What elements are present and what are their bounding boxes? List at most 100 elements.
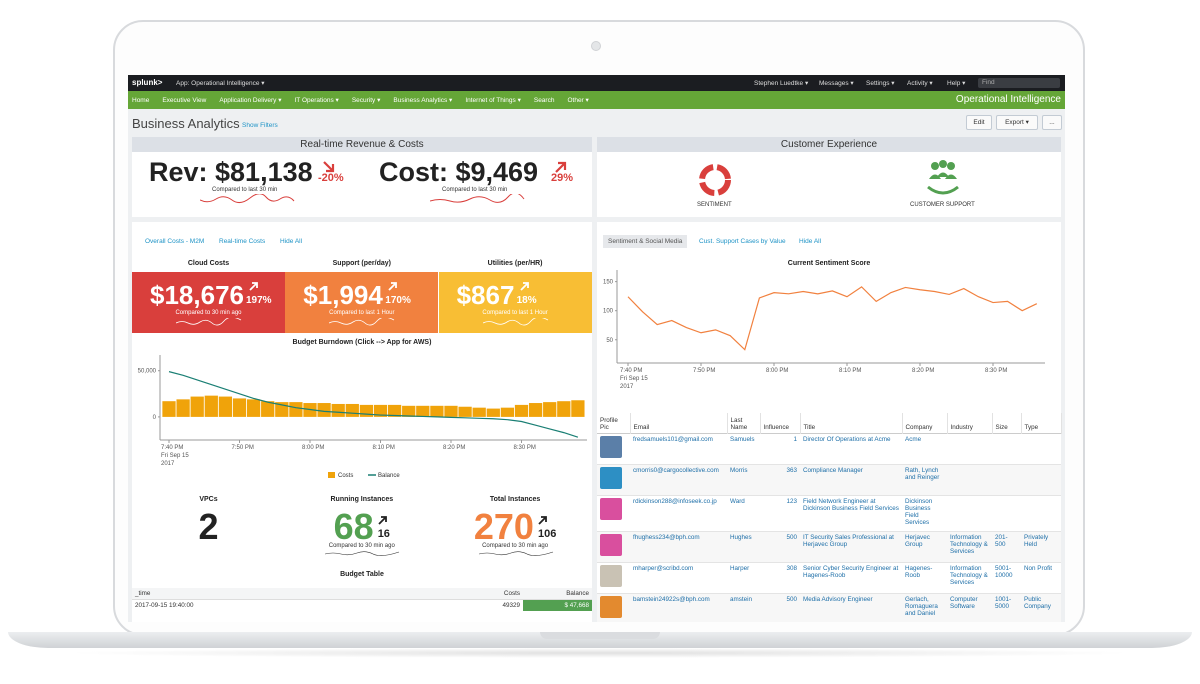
cell <box>947 433 992 464</box>
laptop-base <box>8 632 1192 648</box>
more-button[interactable]: ... <box>1042 115 1062 130</box>
edit-button[interactable]: Edit <box>966 115 992 130</box>
export-button[interactable]: Export <box>996 115 1038 130</box>
user-menu[interactable]: Stephen Luedtke <box>754 79 808 87</box>
table-row: cmorris0@cargocollective.com Morris 363 Com… <box>597 464 1061 495</box>
settings-menu[interactable]: Settings <box>866 79 895 87</box>
nav-item[interactable]: Security <box>352 96 381 104</box>
messages-menu[interactable]: Messages <box>819 79 854 87</box>
bar <box>543 402 557 417</box>
app-menu[interactable]: App: Operational Intelligence <box>176 79 265 87</box>
bar <box>557 401 571 417</box>
kpi-tile: $867 18% Compared to last 1 Hour <box>438 272 592 333</box>
nav-item[interactable]: Home <box>132 96 150 104</box>
kpi-delta: 106 <box>538 515 556 545</box>
laptop-notch <box>540 632 660 639</box>
nav-item[interactable]: Executive View <box>162 96 207 104</box>
column-header: Company <box>902 413 948 433</box>
bar <box>176 399 190 417</box>
nav-item[interactable]: IT Operations <box>294 96 338 104</box>
svg-part <box>388 282 398 291</box>
icon-label: CUSTOMER SUPPORT <box>910 202 975 208</box>
cell: fredsamuels101@gmail.com <box>633 435 713 443</box>
cell: Gerlach, Romaguera and Daniel <box>905 595 938 617</box>
avatar <box>600 497 622 520</box>
tab[interactable]: Hide All <box>799 238 822 245</box>
kpi-caption: Compared to 30 min ago <box>328 543 395 549</box>
x-tick-label: 8:20 PM <box>912 368 934 374</box>
tab[interactable]: Overall Costs - M2M <box>145 238 205 245</box>
column-header: Industry <box>947 413 993 433</box>
cell: Senior Cyber Security Engineer at Hagene… <box>803 564 899 579</box>
table-title: Budget Table <box>340 571 384 578</box>
tile-title: Utilities (per/HR) <box>487 260 543 267</box>
bar <box>444 405 458 417</box>
tab[interactable]: Hide All <box>280 238 303 245</box>
circle-part <box>939 160 947 168</box>
legend-label: Balance <box>378 473 400 479</box>
x-tick-label: 8:10 PM <box>839 368 861 374</box>
x-tick-label: 8:20 PM <box>443 445 465 451</box>
cost-caption: Compared to last 30 min <box>442 187 508 193</box>
cell: 2017-09-15 19:40:00 <box>135 602 194 609</box>
avatar <box>600 595 622 618</box>
avatar <box>600 533 622 556</box>
panel-title: Real-time Revenue & Costs <box>132 137 592 152</box>
kpi-tile: $18,676 197% Compared to 30 min ago <box>132 272 285 333</box>
nav-item[interactable]: Internet of Things <box>465 96 521 104</box>
path-part <box>249 282 258 291</box>
tab[interactable]: Sentiment & Social Media <box>603 235 688 248</box>
bar <box>373 404 388 417</box>
column-header: Email <box>630 413 728 433</box>
avatar <box>600 466 622 489</box>
kpi-title: Total Instances <box>489 496 541 503</box>
kpi-caption: Compared to 30 min ago <box>482 543 549 549</box>
nav-item[interactable]: Application Delivery <box>219 96 281 104</box>
search-input[interactable]: Find <box>978 78 1060 88</box>
bar <box>416 405 430 417</box>
tile-caption: Compared to 30 min ago <box>175 310 242 316</box>
bar <box>458 406 472 417</box>
kpi-title: Running Instances <box>330 496 394 503</box>
cell <box>1021 464 1061 495</box>
tab[interactable]: Real-time Costs <box>219 238 266 245</box>
cell <box>597 593 630 622</box>
kpi-row: 2 <box>132 509 285 545</box>
kpi-delta-value: 106 <box>537 528 557 540</box>
x-date-label: 2017 <box>620 384 634 390</box>
bar <box>261 401 275 417</box>
logo: splunk> <box>132 78 163 87</box>
cell: cmorris0@cargocollective.com <box>633 466 719 474</box>
help-menu[interactable]: Help <box>947 79 965 87</box>
column-header: Balance <box>566 590 589 597</box>
legend-label: Costs <box>338 473 353 479</box>
budget-table: _time Costs Balance 2017-09-15 19:40:00 4932… <box>132 588 592 611</box>
icon-label: SENTIMENT <box>697 202 732 208</box>
table-row: mharper@scribd.com Harper 308 Senior Cyber … <box>597 562 1061 593</box>
cell <box>947 464 992 495</box>
cell: Hagenes-Roob <box>905 564 933 579</box>
header-row: Profile Pic Email Last Name Influence Title C… <box>597 413 1062 433</box>
path-part <box>388 282 398 291</box>
path-part <box>519 282 529 291</box>
activity-menu[interactable]: Activity <box>907 79 933 87</box>
show-filters[interactable]: Show Filters <box>242 122 278 129</box>
up-arrow <box>378 516 387 525</box>
nav-item[interactable]: Search <box>533 96 555 104</box>
cell: 1 <box>793 435 797 443</box>
nav-item[interactable]: Business Analytics <box>393 96 452 104</box>
x-tick-label: 7:40 PM <box>620 368 642 374</box>
x-tick-label: 8:10 PM <box>373 445 395 451</box>
sentiment-chart: 50 100 150 7:40 PM 7:50 PM 8:00 PM 8:10 PM 8:20… <box>603 270 1045 390</box>
column-header: _time <box>135 590 151 597</box>
tile-sparkline <box>176 318 242 326</box>
avatar <box>600 564 622 587</box>
up-arrow <box>538 516 547 525</box>
tile-caption: Compared to last 1 Hour <box>482 310 548 316</box>
cell: 49329 <box>502 602 520 609</box>
tab[interactable]: Cust. Support Cases by Value <box>699 238 786 245</box>
nav-item[interactable]: Other <box>567 96 588 104</box>
table-row: rdickinson288@infoseek.co.jp Ward 123 Field… <box>597 495 1061 531</box>
kpi-sparkline <box>325 551 400 556</box>
